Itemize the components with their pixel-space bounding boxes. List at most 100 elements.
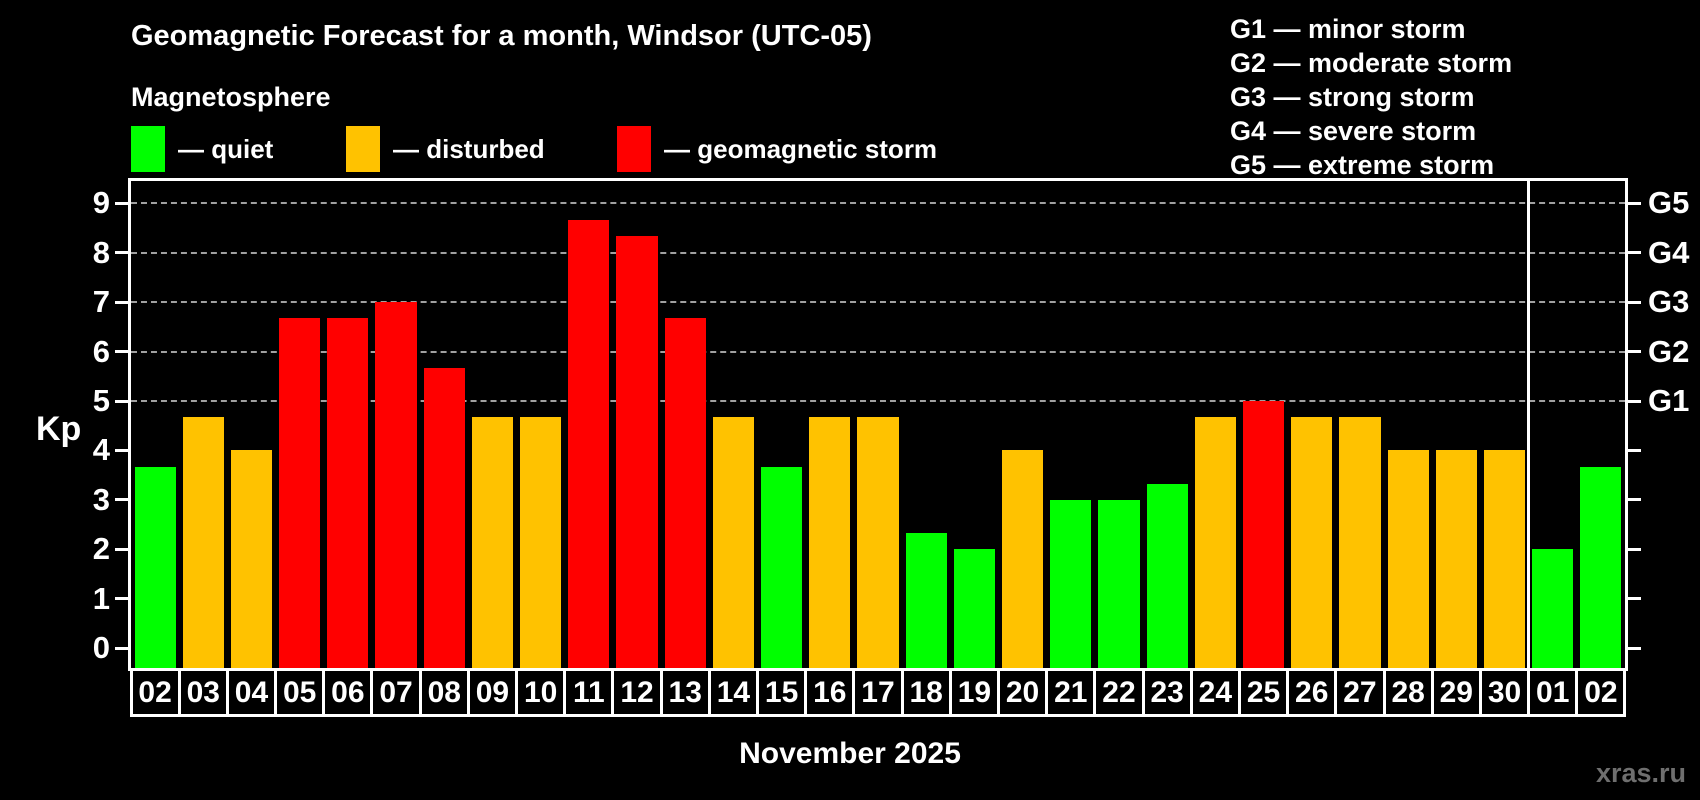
y-tick-right-5 (1628, 399, 1641, 403)
bar-25-storm (1242, 401, 1285, 668)
bar-27-disturbed (1339, 417, 1381, 668)
day-label-cell-14: 16 (804, 668, 856, 717)
day-label-cell-0: 02 (129, 668, 181, 717)
y-tick-label-4: 4 (92, 432, 110, 468)
g-scale-legend-line-g2: G2 — moderate storm (1230, 48, 1513, 78)
y-tick-label-9: 9 (92, 185, 110, 221)
day-label-cell-21: 23 (1141, 668, 1193, 717)
bar-28-disturbed (1387, 450, 1429, 668)
bar-29-disturbed (1435, 450, 1477, 668)
gridline-kp7 (131, 301, 1625, 304)
g-scale-legend-line-g3: G3 — strong storm (1230, 82, 1475, 112)
y-tick-left-9 (115, 201, 128, 205)
day-label-cell-22: 24 (1189, 668, 1241, 717)
gridline-kp6 (131, 350, 1625, 353)
y-tick-right-1 (1628, 597, 1641, 601)
legend-item-quiet: — quiet (131, 125, 273, 173)
day-label-cell-13: 15 (756, 668, 808, 717)
y-tick-right-8 (1628, 251, 1641, 255)
y-tick-right-7 (1628, 300, 1641, 304)
y-tick-right-6 (1628, 350, 1641, 354)
gridline-kp5 (131, 400, 1625, 402)
y-tick-left-6 (115, 350, 128, 354)
g-level-label-g2: G2 (1648, 333, 1690, 369)
magnetosphere-label: Magnetosphere (131, 82, 331, 112)
g-scale-legend-line-g4: G4 — severe storm (1230, 116, 1477, 146)
bar-24-disturbed (1194, 417, 1236, 668)
bar-02-quiet (1580, 466, 1622, 668)
bar-11-storm (568, 219, 610, 668)
bar-03-disturbed (182, 417, 224, 668)
quiet-swatch (131, 126, 165, 172)
g-level-label-g1: G1 (1648, 383, 1690, 418)
day-label-cell-1: 03 (177, 668, 229, 717)
y-tick-left-3 (115, 498, 128, 502)
day-label-cell-2: 04 (225, 668, 278, 717)
day-label-cell-29: 01 (1527, 668, 1579, 717)
bar-30-disturbed (1483, 450, 1526, 668)
y-tick-label-8: 8 (92, 234, 110, 270)
watermark: xras.ru (1595, 758, 1686, 788)
bar-12-storm (616, 236, 658, 668)
day-label-cell-8: 10 (515, 668, 567, 717)
day-label-cell-5: 07 (370, 668, 422, 717)
day-label-cell-3: 05 (274, 668, 326, 717)
gridline-kp8 (131, 251, 1625, 254)
day-label-cell-17: 19 (948, 668, 1000, 717)
y-tick-left-8 (115, 251, 128, 255)
bar-08-storm (423, 367, 465, 668)
g-scale-legend-line-g5: G5 — extreme storm (1230, 150, 1495, 180)
day-label-cell-15: 17 (852, 668, 904, 717)
y-tick-left-2 (115, 547, 128, 551)
day-label-cell-4: 06 (322, 668, 374, 717)
gridline-kp9 (131, 202, 1625, 205)
y-tick-right-2 (1628, 547, 1641, 551)
bar-10-disturbed (520, 417, 562, 668)
bar-21-quiet (1050, 499, 1092, 668)
bar-14-disturbed (712, 417, 754, 668)
storm-swatch (617, 126, 651, 172)
day-label-cell-20: 22 (1093, 668, 1145, 717)
day-label-cell-19: 21 (1045, 668, 1097, 717)
day-label-cell-25: 27 (1334, 668, 1386, 717)
day-label-row: 02 03 04 05 06 07 08 09 10 11 12 13 14 15 16 17 18 19 20 21… (129, 668, 1627, 717)
day-label-cell-23: 25 (1237, 668, 1290, 717)
g-scale-legend-line-g1: G1 — minor storm (1230, 14, 1466, 44)
g-level-label-g4: G4 (1648, 234, 1690, 270)
disturbed-swatch (346, 126, 380, 172)
y-tick-label-0: 0 (92, 630, 110, 666)
bar-02-quiet (134, 466, 176, 668)
y-tick-left-7 (115, 300, 128, 304)
y-tick-label-7: 7 (92, 284, 110, 320)
bar-22-quiet (1098, 499, 1140, 668)
y-tick-left-1 (115, 597, 128, 601)
month-separator (1527, 181, 1531, 668)
day-label-cell-16: 18 (900, 668, 952, 717)
legend-quiet-label: — quiet (178, 133, 274, 164)
bar-05-storm (279, 318, 321, 668)
y-tick-label-3: 3 (92, 481, 110, 517)
bar-18-quiet (905, 533, 947, 668)
y-tick-label-6: 6 (92, 333, 110, 369)
legend-storm-label: — geomagnetic storm (664, 133, 938, 164)
y-tick-left-0 (115, 646, 128, 650)
bar-17-disturbed (857, 417, 899, 668)
bar-23-quiet (1146, 483, 1188, 668)
bar-07-storm (375, 302, 417, 668)
bar-15-quiet (761, 466, 803, 668)
g-level-label-g3: G3 (1648, 284, 1690, 320)
y-tick-left-5 (115, 399, 128, 403)
month-title: November 2025 (739, 737, 961, 770)
day-label-cell-6: 08 (418, 668, 470, 717)
legend-item-disturbed: — disturbed (346, 125, 545, 173)
y-tick-label-2: 2 (92, 531, 110, 567)
kp-axis-title: Kp (36, 410, 82, 448)
y-tick-left-4 (115, 448, 128, 452)
bar-13-storm (664, 318, 706, 668)
y-tick-right-0 (1628, 646, 1641, 650)
day-label-cell-12: 14 (707, 668, 759, 717)
g-level-label-g5: G5 (1648, 185, 1690, 221)
legend-disturbed-label: — disturbed (393, 133, 545, 164)
bar-04-disturbed (230, 450, 273, 668)
